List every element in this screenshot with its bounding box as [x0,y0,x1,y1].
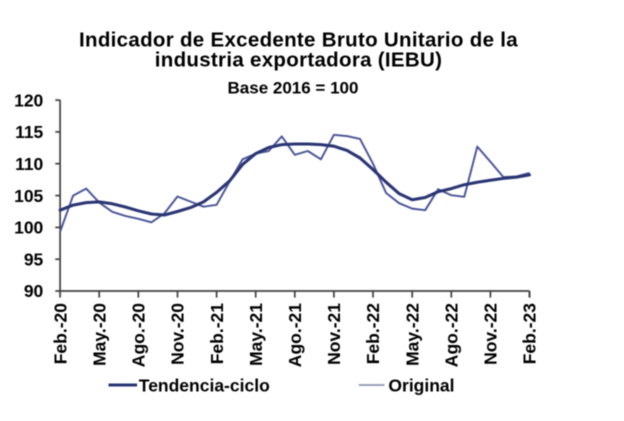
svg-text:115: 115 [15,122,43,142]
svg-text:May.-21: May.-21 [246,303,266,366]
svg-text:95: 95 [24,249,44,269]
svg-text:industria exportadora (IEBU): industria exportadora (IEBU) [155,49,442,72]
svg-text:90: 90 [24,281,44,301]
svg-text:Nov.-21: Nov.-21 [324,303,344,365]
svg-text:Ago.-20: Ago.-20 [129,303,149,367]
svg-text:Indicador de Excedente Bruto U: Indicador de Excedente Bruto Unitario de… [79,29,518,52]
svg-text:Ago.-22: Ago.-22 [442,303,462,367]
svg-text:Feb.-22: Feb.-22 [363,303,383,365]
svg-text:Feb.-21: Feb.-21 [207,303,227,365]
svg-text:Nov.-22: Nov.-22 [481,303,501,365]
svg-text:100: 100 [14,218,43,238]
svg-text:Tendencia-ciclo: Tendencia-ciclo [139,375,270,395]
svg-text:120: 120 [14,90,43,110]
svg-text:Feb.-20: Feb.-20 [50,303,70,365]
svg-text:Base 2016 = 100: Base 2016 = 100 [228,79,359,98]
svg-text:105: 105 [14,186,43,206]
svg-text:110: 110 [15,154,43,174]
svg-text:Original: Original [388,375,454,395]
svg-text:May.-22: May.-22 [402,303,422,366]
svg-text:Feb.-23: Feb.-23 [520,303,540,365]
svg-text:May.-20: May.-20 [89,303,109,366]
svg-text:Nov.-20: Nov.-20 [168,303,188,365]
svg-text:Ago.-21: Ago.-21 [285,303,305,367]
